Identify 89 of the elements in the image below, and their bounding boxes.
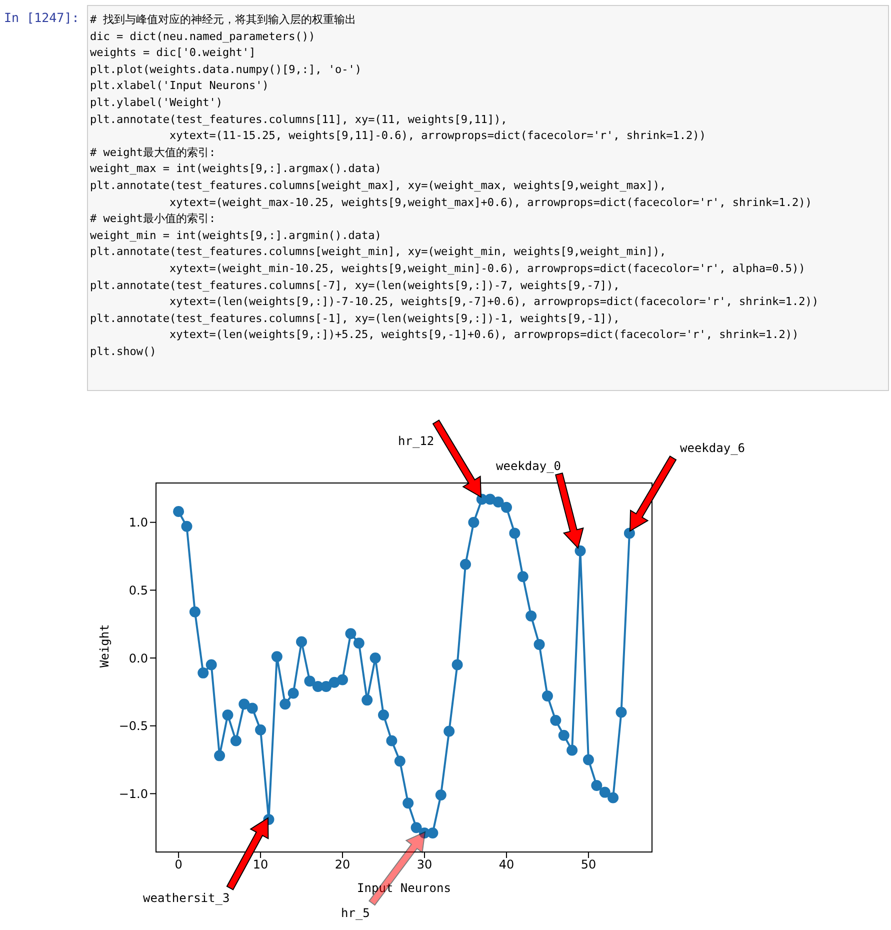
text: plt.annotate(test_features.columns[weight_max], xy=(weight_max, weights[9,weight_max]), xyxy=(90,178,668,194)
point xyxy=(255,724,266,736)
point xyxy=(402,798,414,809)
x-tick-label: 40 xyxy=(498,858,514,872)
text: xytext=(weight_min-10.25, weights[9,weight_min]-0.6), arrowprops=dict(facecolor='r', alpha=0.5)) xyxy=(168,260,806,277)
point xyxy=(206,659,217,670)
x-tick-label: 50 xyxy=(580,858,596,872)
text: # 找到与峰值对应的神经元，将其到输入层的权重输出 xyxy=(90,12,358,28)
point xyxy=(460,558,471,570)
text: plt.annotate(test_features.columns[-1], xy=(len(weights[9,:])-1, weights[9,-1]), xyxy=(90,310,621,327)
x-tick-label: 10 xyxy=(252,858,268,872)
point xyxy=(582,754,594,766)
y-tick-label: 0.5 xyxy=(128,583,148,598)
text: xytext=(len(weights[9,:])+5.25, weights[9,-1]+0.6), arrowprops=dict(facecolor='r', shrink=1.2)) xyxy=(168,327,800,344)
text: plt.annotate(test_features.columns[-7], xy=(len(weights[9,:])-7, weights[9,-7]), xyxy=(90,278,621,294)
point xyxy=(427,828,438,839)
point xyxy=(599,786,610,798)
point xyxy=(337,674,348,686)
point xyxy=(222,709,234,720)
text: xytext=(11-15.25, weights[9,11]-0.6), arrowprops=dict(facecolor='r', shrink=1.2)) xyxy=(168,128,707,144)
point xyxy=(189,606,200,618)
point xyxy=(435,790,446,801)
y-axis-title: Weight xyxy=(97,624,112,668)
text: # weight最小值的索引: xyxy=(90,211,217,228)
point xyxy=(362,694,373,706)
point xyxy=(386,735,398,746)
text: plt.xlabel('Input Neurons') xyxy=(90,78,270,94)
point xyxy=(550,714,562,726)
point xyxy=(214,750,226,762)
y-tick-label: 1.0 xyxy=(128,516,148,530)
x-tick-label: 0 xyxy=(174,858,182,872)
point xyxy=(353,638,364,649)
point xyxy=(173,506,184,517)
point xyxy=(558,730,570,741)
point xyxy=(410,822,422,834)
point xyxy=(500,502,512,513)
point xyxy=(534,638,545,650)
point xyxy=(288,688,299,699)
point xyxy=(492,496,504,508)
text: plt.annotate(test_features.columns[11], xy=(11, weights[9,11]), xyxy=(90,112,508,128)
point xyxy=(238,698,250,710)
point xyxy=(608,792,619,804)
text: weathersit_3 xyxy=(143,891,230,905)
point xyxy=(517,571,528,582)
point xyxy=(616,706,627,718)
point xyxy=(246,702,258,714)
point xyxy=(394,756,406,767)
point xyxy=(304,676,316,687)
text: plt.ylabel('Weight') xyxy=(90,94,224,111)
point xyxy=(378,709,390,720)
y-tick-label: −1.0 xyxy=(118,786,148,801)
point xyxy=(320,680,332,692)
x-tick-label: 30 xyxy=(416,858,432,872)
text: hr_12 xyxy=(398,434,434,448)
text: xytext=(weight_max-10.25, weights[9,weight_max]+0.6), arrowprops=dict(facecolor='r', shrink=1.2)) xyxy=(168,194,813,211)
point xyxy=(526,610,537,622)
text: weights = dic['0.weight'] xyxy=(90,45,257,62)
point xyxy=(181,520,192,532)
point xyxy=(452,659,463,670)
x-tick-label: 20 xyxy=(334,858,350,872)
text: weight_min = int(weights[9,:].argmin().data) xyxy=(90,228,382,244)
point xyxy=(591,780,602,792)
text: weight_max = int(weights[9,:].argmax().data) xyxy=(90,161,382,178)
text: # weight最大值的索引: xyxy=(90,144,217,161)
point xyxy=(280,698,291,710)
text: weekday_0 xyxy=(496,459,562,473)
text: plt.plot(weights.data.numpy()[9,:], 'o-') xyxy=(90,62,363,78)
text: In [1247]: xyxy=(4,10,80,25)
point xyxy=(370,652,381,664)
text: dic = dict(neu.named_parameters()) xyxy=(90,28,316,45)
point xyxy=(566,744,578,756)
point xyxy=(345,628,356,640)
point xyxy=(509,528,520,539)
point xyxy=(230,735,242,746)
y-tick-label: 0.0 xyxy=(128,651,148,666)
point xyxy=(296,636,308,648)
point xyxy=(198,667,209,678)
text: xytext=(len(weights[9,:])-7-10.25, weights[9,-7]+0.6), arrowprops=dict(facecolor='r', shrink=1.2)) xyxy=(168,294,820,310)
point xyxy=(468,516,480,528)
text: weekday_6 xyxy=(680,441,746,455)
x-axis-title: Input Neurons xyxy=(357,881,451,895)
point xyxy=(542,690,553,702)
text: plt.annotate(test_features.columns[weight_min], xy=(weight_min, weights[9,weight_min]), xyxy=(90,244,668,260)
point xyxy=(444,726,455,737)
y-tick-label: −0.5 xyxy=(118,719,148,734)
point xyxy=(271,651,282,662)
text: plt.show() xyxy=(90,344,158,360)
point xyxy=(574,545,586,556)
text: hr_5 xyxy=(341,906,370,920)
